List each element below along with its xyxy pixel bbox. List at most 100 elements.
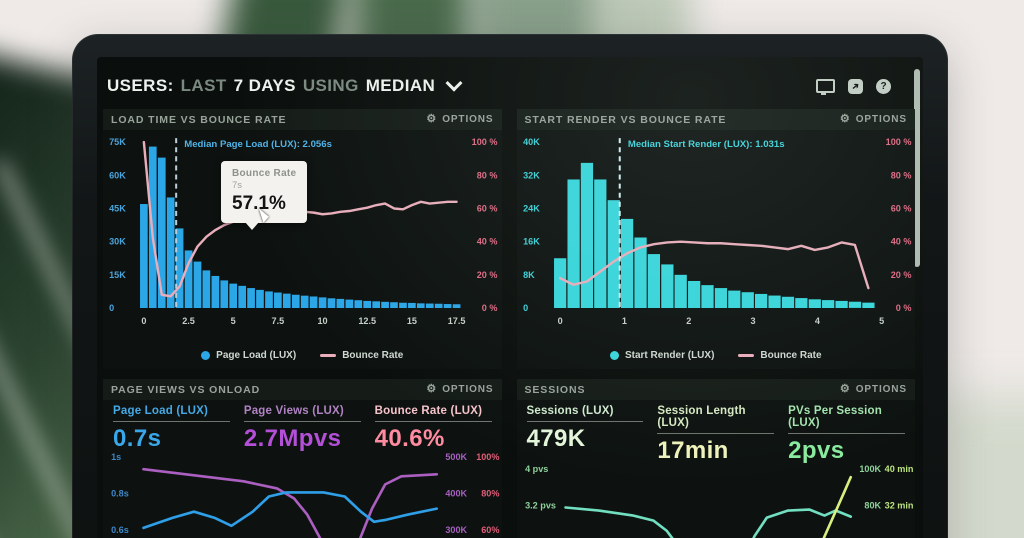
panel-header: LOAD TIME VS BOUNCE RATE ⚙ OPTIONS [103, 109, 502, 130]
panel-header: PAGE VIEWS VS ONLOAD ⚙ OPTIONS [103, 379, 502, 400]
scrollbar-thumb[interactable] [914, 69, 920, 267]
histogram-bar[interactable] [399, 302, 407, 308]
histogram-bar[interactable] [336, 298, 345, 308]
histogram-bar[interactable] [247, 288, 255, 308]
histogram-bar[interactable] [140, 204, 148, 308]
help-icon[interactable]: ? [876, 78, 891, 94]
histogram-bar[interactable] [754, 293, 767, 308]
histogram-bar[interactable] [808, 299, 821, 308]
metric-value: 479K [526, 425, 586, 452]
metric-label: Page Load (LUX) [113, 405, 230, 422]
y-axis-right-label: 24 min [884, 537, 913, 538]
histogram-bar[interactable] [390, 302, 398, 308]
legend-item[interactable]: Bounce Rate [738, 350, 822, 361]
histogram-bar[interactable] [309, 296, 318, 308]
metric-label: Session Length (LUX) [657, 405, 775, 434]
timeframe-dropdown[interactable]: USERS: LAST 7 DAYS USING MEDIAN [107, 74, 463, 96]
histogram-bar[interactable] [794, 298, 807, 308]
histogram-bar[interactable] [265, 291, 273, 308]
y-axis-left-label: 32K [523, 170, 540, 180]
histogram-bar[interactable] [647, 254, 660, 308]
histogram-bar[interactable] [741, 292, 754, 308]
histogram-bar[interactable] [434, 303, 443, 308]
y-axis-right-label: 60 % [477, 204, 498, 214]
histogram-bar[interactable] [633, 237, 647, 308]
histogram-bar[interactable] [202, 270, 211, 308]
y-axis-right-label: 80K [864, 501, 881, 511]
x-axis-label: 2 [686, 316, 691, 326]
histogram-bar[interactable] [408, 302, 416, 308]
series-line [142, 491, 439, 530]
histogram-bar[interactable] [291, 294, 300, 308]
options-button[interactable]: ⚙ OPTIONS [426, 114, 493, 126]
histogram-bar[interactable] [425, 303, 434, 308]
legend-dot-icon [609, 350, 619, 360]
histogram-bar[interactable] [175, 228, 184, 308]
histogram-bar[interactable] [727, 290, 740, 308]
x-axis-label: 10 [317, 316, 327, 326]
histogram-bar[interactable] [327, 298, 336, 308]
legend-item[interactable]: Page Load (LUX) [201, 350, 296, 361]
legend-item[interactable]: Start Render (LUX) [609, 350, 714, 361]
metric-value: 40.6% [374, 425, 445, 452]
histogram-bar[interactable] [620, 218, 633, 308]
y-axis-right-label: 300K [445, 525, 467, 535]
histogram-bar[interactable] [580, 162, 593, 308]
histogram-bar[interactable] [821, 300, 834, 308]
y-axis-right-label: 100 % [472, 137, 498, 147]
legend-dash-icon [738, 353, 755, 357]
histogram-bar[interactable] [553, 258, 566, 308]
histogram-bar[interactable] [256, 289, 264, 308]
histogram-bar[interactable] [700, 285, 714, 308]
tooltip-series-label: Bounce Rate [232, 168, 297, 179]
histogram-bar[interactable] [834, 300, 848, 308]
y-axis-left-label: 24K [523, 204, 540, 214]
export-icon[interactable]: ➔ [848, 78, 863, 94]
dashboard-topbar: USERS: LAST 7 DAYS USING MEDIAN ➔ ? [97, 57, 923, 105]
histogram-bar[interactable] [660, 264, 673, 308]
histogram-bar[interactable] [593, 179, 606, 308]
histogram-bar[interactable] [166, 197, 175, 308]
histogram-bar[interactable] [381, 301, 389, 308]
histogram-bar[interactable] [184, 250, 193, 308]
histogram-bar[interactable] [220, 280, 229, 308]
metric-value: 17min [657, 437, 729, 464]
histogram-bar[interactable] [416, 303, 425, 308]
histogram-bar[interactable] [274, 292, 282, 308]
histogram-bar[interactable] [674, 274, 687, 308]
options-button[interactable]: ⚙ OPTIONS [840, 384, 907, 396]
display-icon[interactable] [816, 79, 835, 95]
metric: Session Length (LUX) 17min [657, 405, 775, 464]
histogram-bar[interactable] [848, 301, 861, 308]
legend-item[interactable]: Bounce Rate [320, 350, 403, 361]
metric-label: Sessions (LUX) [526, 405, 644, 422]
histogram-bar[interactable] [354, 300, 363, 308]
options-button[interactable]: ⚙ OPTIONS [840, 114, 907, 126]
metrics-row: Sessions (LUX) 479K Session Length (LUX) 17… [517, 400, 916, 463]
histogram-bar[interactable] [452, 304, 461, 308]
histogram-bar[interactable] [372, 301, 381, 308]
histogram-bar[interactable] [211, 275, 220, 308]
histogram-bar[interactable] [687, 280, 700, 308]
y-axis-left-label: 2.4 pvs [525, 537, 556, 538]
histogram-bar[interactable] [443, 304, 452, 308]
histogram-bar[interactable] [282, 293, 291, 308]
histogram-bar[interactable] [781, 296, 794, 308]
histogram-bar[interactable] [193, 261, 202, 308]
legend-label: Bounce Rate [342, 349, 404, 361]
histogram-bar[interactable] [318, 297, 327, 308]
histogram-bar[interactable] [157, 157, 166, 308]
histogram-bar[interactable] [300, 295, 309, 308]
histogram-bar[interactable] [229, 283, 238, 308]
options-button[interactable]: ⚙ OPTIONS [426, 384, 493, 396]
histogram-bar[interactable] [767, 295, 781, 308]
histogram-bar[interactable] [714, 288, 727, 308]
y-axis-right-label: 0 % [482, 303, 498, 313]
histogram-bar[interactable] [238, 285, 247, 308]
histogram-bar[interactable] [607, 200, 620, 308]
histogram-bar[interactable] [345, 299, 354, 308]
y-axis-left-label: 8K [523, 270, 535, 280]
histogram-bar[interactable] [363, 300, 372, 308]
histogram-bar[interactable] [566, 179, 580, 308]
histogram-bar[interactable] [861, 302, 875, 308]
